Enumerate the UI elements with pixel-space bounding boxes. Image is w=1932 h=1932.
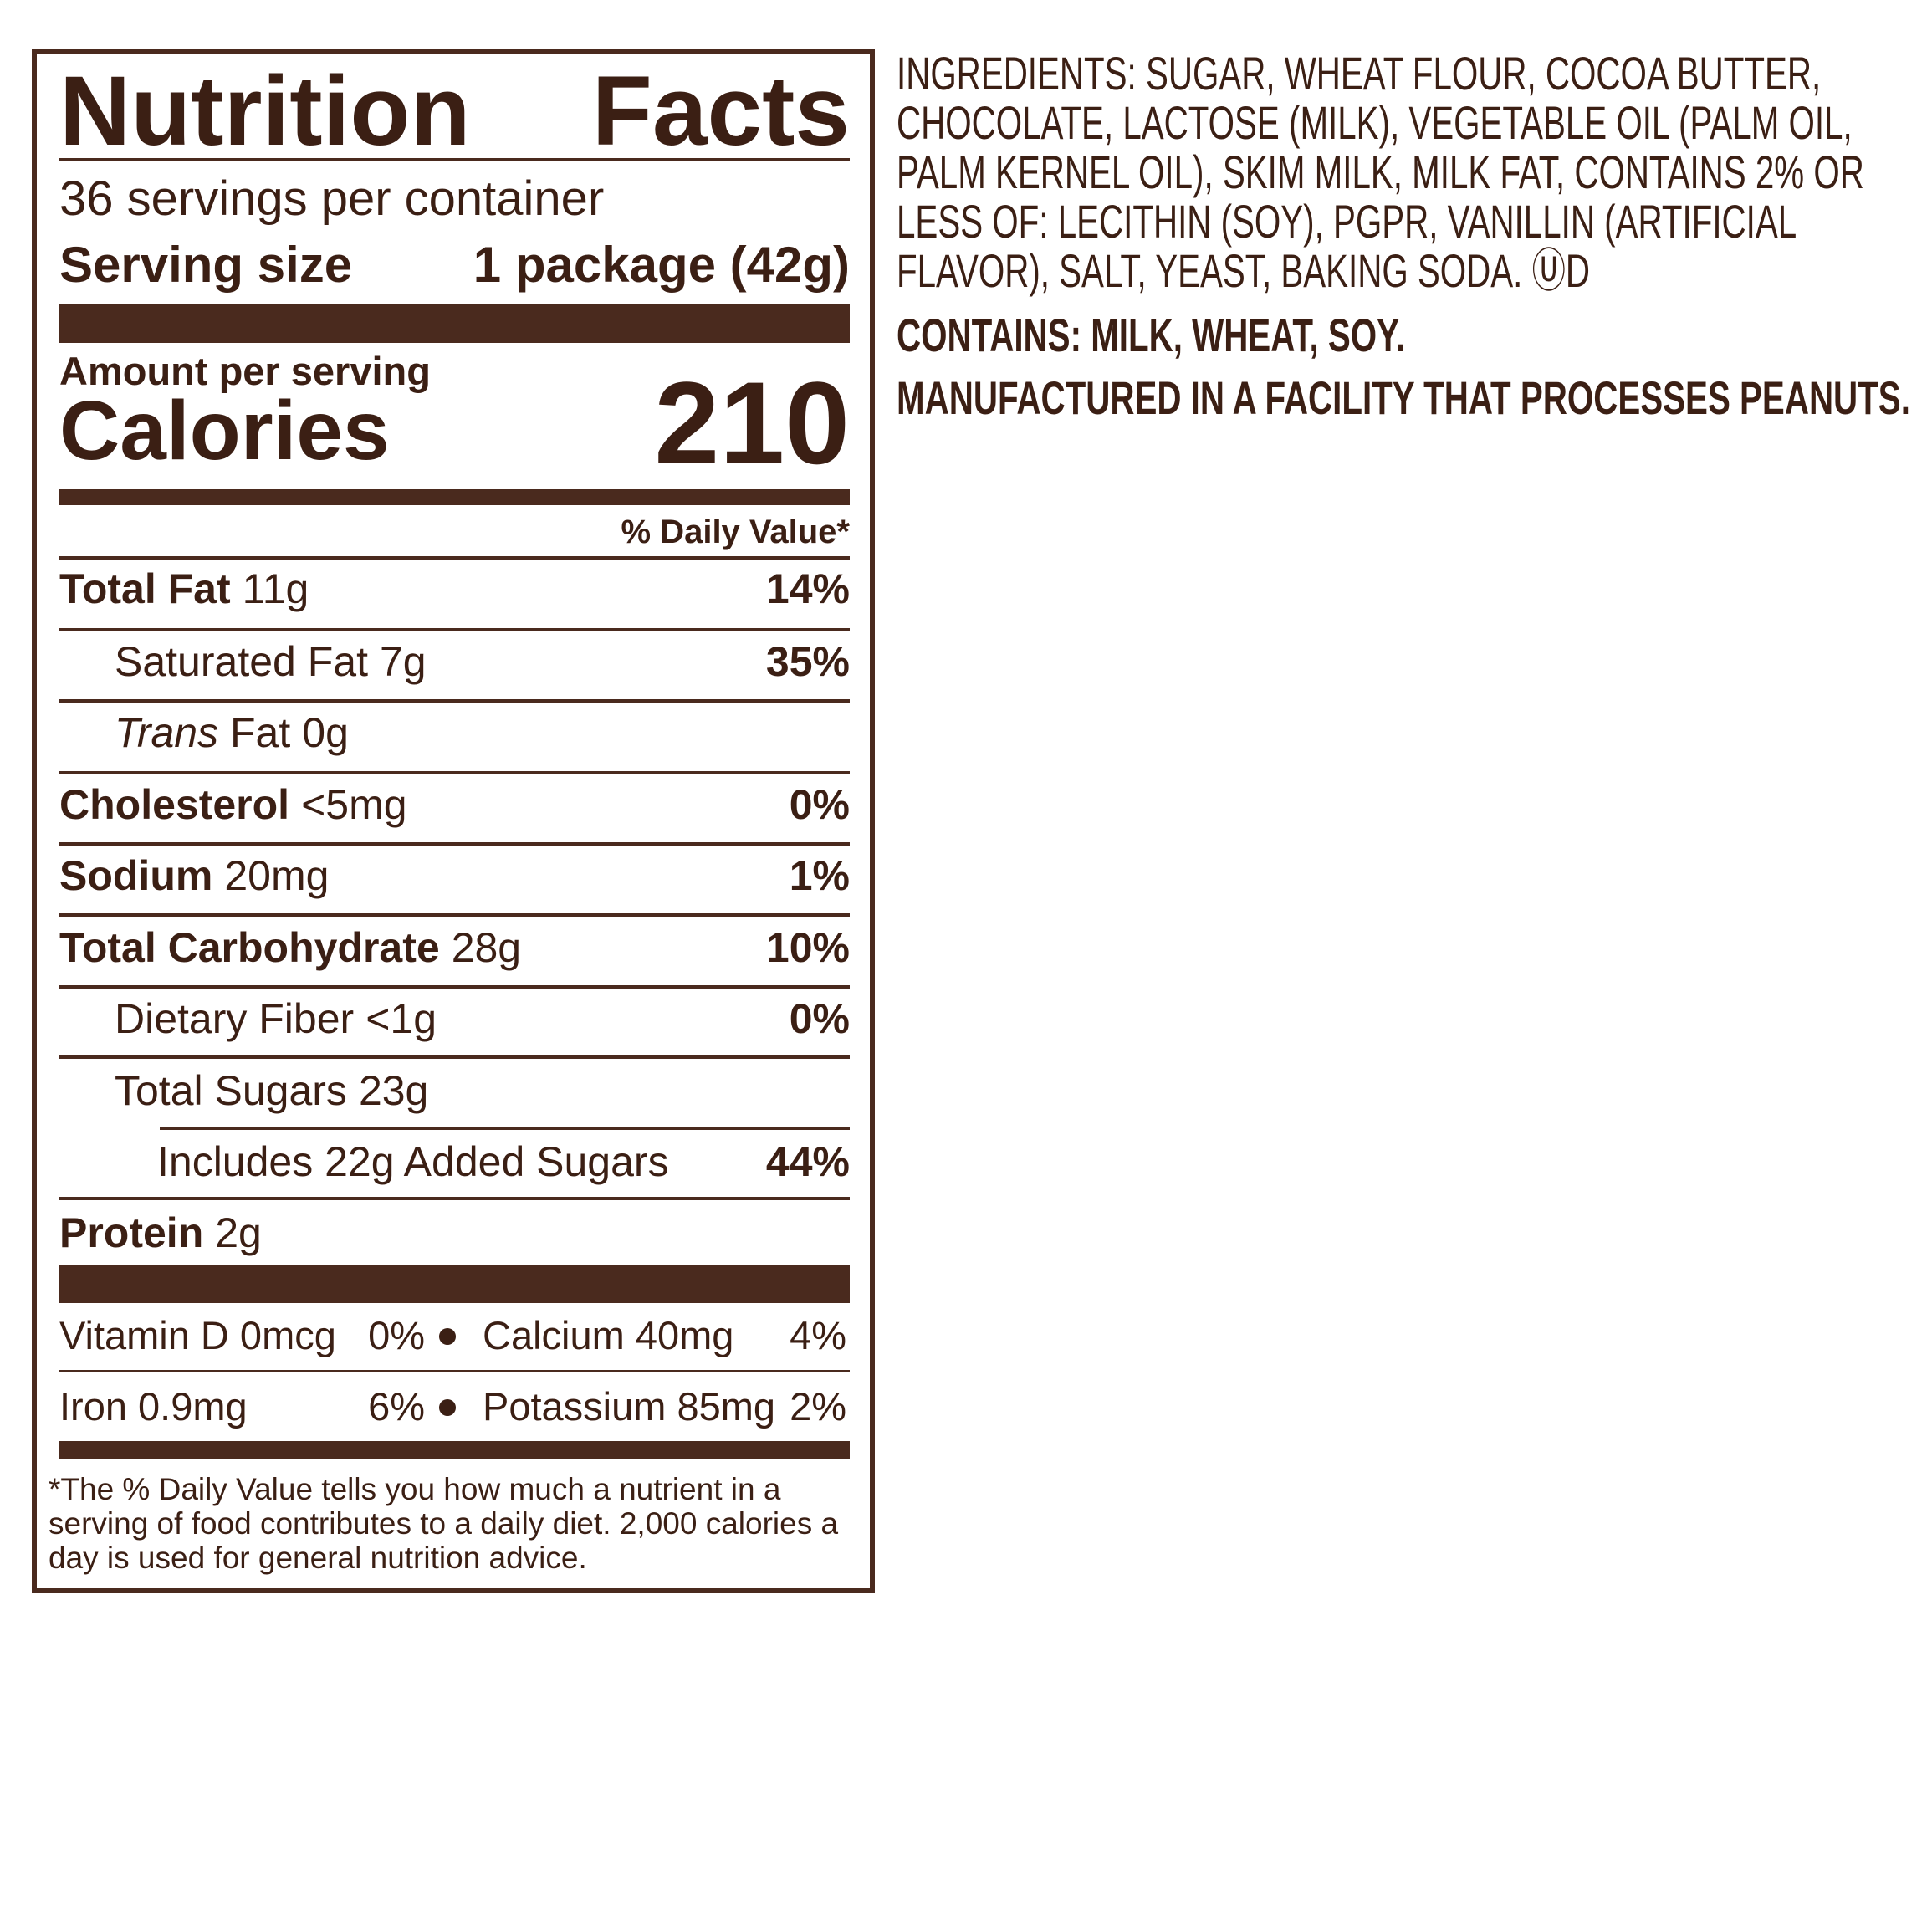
serving-size-label: Serving size (59, 237, 353, 293)
thick-bar (59, 1265, 850, 1303)
label-border (32, 49, 875, 1593)
rule (59, 1055, 850, 1059)
thick-bar (59, 304, 850, 343)
label-title: Nutrition Facts (59, 56, 850, 166)
calories-label: Calories (59, 384, 390, 478)
micronutrient-name: Vitamin D 0mcg (59, 1313, 336, 1357)
rule (59, 913, 850, 917)
nutrient-name-italic: Trans (115, 709, 219, 756)
thin-rule (59, 158, 850, 161)
micronutrient-dv: 2% (790, 1384, 846, 1429)
rule (59, 842, 850, 846)
nutrient-amount: <5mg (301, 781, 407, 828)
nutrient-name: Includes 22g Added Sugars (157, 1138, 669, 1185)
nutrient-dv: 0% (789, 781, 850, 828)
rule (59, 1197, 850, 1200)
nutrient-amount: 0g (302, 709, 349, 756)
ingredients-text: INGREDIENTS: SUGAR, WHEAT FLOUR, COCOA B… (897, 49, 1914, 295)
nutrient-amount: 20mg (224, 852, 330, 899)
micronutrient-name: Calcium 40mg (483, 1313, 734, 1357)
ingredients-block: INGREDIENTS: SUGAR, WHEAT FLOUR, COCOA B… (897, 49, 1914, 422)
nutrient-name: Dietary Fiber (115, 995, 355, 1042)
micronutrient-row: Iron 0.9mg 6% Potassium 85mg 2% (59, 1373, 850, 1440)
medium-bar (59, 1441, 850, 1459)
bullet (439, 1399, 456, 1416)
nutrient-name: Fat (230, 709, 291, 756)
nutrient-amount: 2g (215, 1209, 262, 1256)
ingredients: INGREDIENTS: SUGAR, WHEAT FLOUR, COCOA B… (897, 47, 1864, 297)
micronutrient-name: Iron 0.9mg (59, 1384, 248, 1429)
rule (59, 628, 850, 631)
rule (160, 1127, 850, 1130)
nutrient-dv: 14% (765, 565, 850, 612)
nutrient-row: Sodium 20mg 1% (59, 841, 850, 911)
bullet (439, 1328, 456, 1345)
allergens: CONTAINS: MILK, WHEAT, SOY. (897, 309, 1405, 361)
amount-per-serving: Amount per serving (59, 349, 431, 393)
micronutrient-name: Potassium 85mg (483, 1384, 776, 1429)
nutrient-amount: <1g (365, 995, 437, 1042)
nutrient-name: Protein (59, 1209, 204, 1256)
serving-size: Serving size 1 package (42g) (59, 236, 850, 294)
nutrient-row: Total Fat 11g 14% (59, 554, 850, 624)
nutrient-amount: 28g (451, 924, 522, 971)
serving-size-value: 1 package (42g) (473, 237, 850, 293)
rule (59, 556, 850, 560)
nutrient-dv: 35% (765, 638, 850, 685)
nutrient-row: Cholesterol <5mg 0% (59, 769, 850, 840)
nutrient-amount: 11g (242, 565, 309, 612)
nutrient-name: Saturated Fat (115, 638, 368, 685)
micronutrient-dv: 6% (368, 1384, 425, 1429)
nutrient-row: Protein 2g (59, 1198, 850, 1268)
nutrient-amount: 23g (358, 1067, 429, 1114)
nutrient-row: Dietary Fiber <1g 0% (59, 984, 850, 1054)
rule (59, 985, 850, 989)
nutrient-row: Includes 22g Added Sugars 44% (59, 1127, 850, 1197)
nutrient-name: Cholesterol (59, 781, 290, 828)
nutrient-name: Total Sugars (115, 1067, 347, 1114)
nutrient-name: Total Fat (59, 565, 231, 612)
daily-value-header: % Daily Value* (621, 514, 850, 550)
nutrient-name: Sodium (59, 852, 213, 899)
facility-warning: MANUFACTURED IN A FACILITY THAT PROCESSE… (897, 371, 1910, 424)
micronutrient-dv: 0% (368, 1313, 425, 1357)
nutrient-amount: 7g (379, 638, 427, 685)
micronutrient-dv: 4% (790, 1313, 846, 1357)
nutrient-row: Total Sugars 23g (59, 1055, 850, 1126)
micronutrient-row: Vitamin D 0mcg 0% Calcium 40mg 4% (59, 1302, 850, 1369)
servings: 36 servings per container (59, 171, 605, 226)
nutrient-dv: 1% (789, 852, 850, 899)
medium-bar (59, 489, 850, 505)
nutrient-dv: 10% (765, 924, 850, 971)
rule (59, 771, 850, 774)
nutrient-row: Total Carbohydrate 28g 10% (59, 912, 850, 983)
rule (59, 1370, 850, 1372)
calories-value: 210 (654, 357, 850, 488)
rule (59, 699, 850, 703)
nutrient-dv: 44% (765, 1138, 850, 1185)
nutrient-dv: 0% (789, 995, 850, 1042)
nutrient-name: Total Carbohydrate (59, 924, 440, 971)
nutrient-row: Trans Fat 0g (59, 698, 850, 768)
kosher-mark: ⓊD (1531, 244, 1591, 297)
footnote: *The % Daily Value tells you how much a … (49, 1472, 839, 1575)
nutrient-row: Saturated Fat 7g 35% (59, 626, 850, 697)
